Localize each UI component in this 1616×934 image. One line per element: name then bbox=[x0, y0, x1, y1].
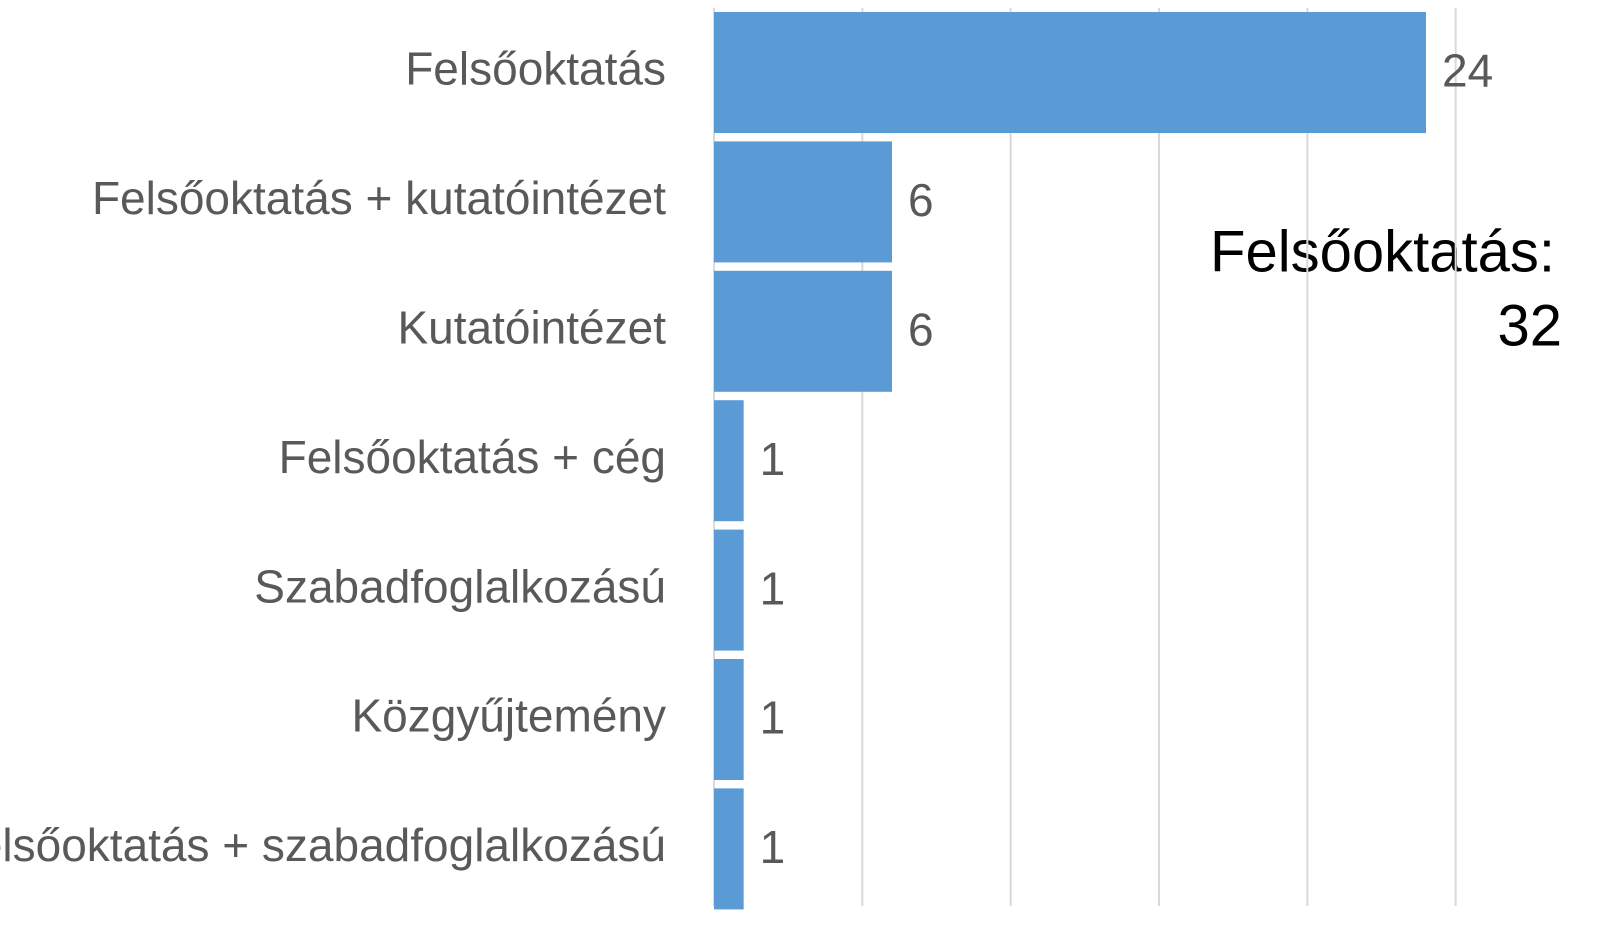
data-label: 1 bbox=[760, 562, 786, 614]
y-tick-label: Felsőoktatás + cég bbox=[279, 431, 666, 483]
bar bbox=[714, 659, 744, 780]
y-tick-label: Kutatóintézet bbox=[397, 301, 666, 353]
data-label: 24 bbox=[1442, 45, 1493, 97]
annotation: 32 bbox=[1497, 293, 1562, 358]
bar bbox=[714, 400, 744, 522]
data-label: 6 bbox=[908, 174, 934, 226]
y-tick-label: Szabadfoglalkozású bbox=[254, 560, 666, 612]
bar bbox=[714, 529, 744, 651]
bar bbox=[714, 270, 892, 392]
data-label: 1 bbox=[760, 433, 786, 485]
y-tick-label: Közgyűjtemény bbox=[352, 690, 667, 742]
data-label: 1 bbox=[760, 821, 786, 873]
data-label: 1 bbox=[760, 692, 786, 744]
data-label: 6 bbox=[908, 303, 934, 355]
y-tick-label: Felsőoktatás + szabadfoglalkozású bbox=[0, 819, 666, 871]
annotation: Felsőoktatás: bbox=[1210, 219, 1555, 284]
bar bbox=[714, 12, 1426, 133]
bar bbox=[714, 141, 892, 263]
y-tick-label: Felsőoktatás bbox=[405, 43, 666, 95]
y-tick-label: Felsőoktatás + kutatóintézet bbox=[92, 172, 666, 224]
bar bbox=[714, 788, 744, 910]
